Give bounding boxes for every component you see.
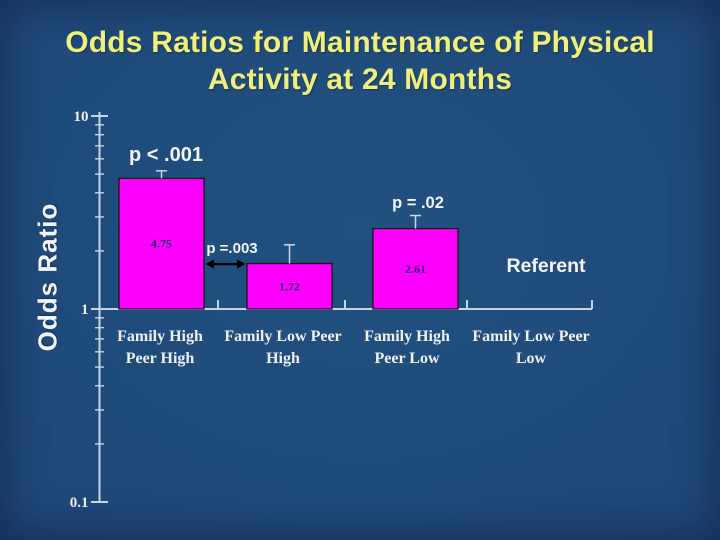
y-axis-tick-label-0-1: 0.1 <box>70 495 89 511</box>
annotation-p-003: p =.003 <box>206 240 257 257</box>
x-category-label-family-high-peer-high-line1: Family High <box>117 328 203 345</box>
comparison-arrow-right-head <box>237 259 246 269</box>
x-category-label-family-low-peer-low-line2: Low <box>516 350 547 367</box>
x-category-label-family-low-peer-low-line1: Family Low Peer <box>472 328 589 345</box>
bar-family-high-peer-high <box>118 177 205 310</box>
x-category-label-family-high-peer-low-line2: Peer Low <box>374 350 439 367</box>
y-axis-tick-label-10: 10 <box>74 109 89 125</box>
bar-family-high-peer-low <box>372 227 459 310</box>
slide-title-line2: Activity at 24 Months <box>207 62 513 96</box>
bar-value-label-family-high-peer-high: 4.75 <box>151 237 172 251</box>
bar-value-label-family-high-peer-low: 2.61 <box>405 262 426 276</box>
slide-title-line1: Odds Ratios for Maintenance of Physical <box>65 26 655 59</box>
x-category-label-family-high-peer-low-line1: Family High <box>364 328 450 345</box>
bar-value-label-family-low-peer-high: 1.72 <box>279 279 300 293</box>
annotation-p-001: p < .001 <box>129 144 203 166</box>
x-category-label-family-high-peer-high-line2: Peer High <box>126 350 195 367</box>
x-category-label-family-low-peer-high-line1: Family Low Peer <box>224 328 341 345</box>
comparison-arrow-left-head <box>205 259 214 269</box>
annotation-p-02: p = .02 <box>392 194 444 212</box>
slide-title: Odds Ratios for Maintenance of Physical … <box>0 25 720 98</box>
y-axis-tick-label-1: 1 <box>81 302 89 318</box>
x-category-label-family-low-peer-high-line2: High <box>266 350 300 367</box>
bar-family-low-peer-high <box>246 262 333 310</box>
annotation-referent: Referent <box>506 255 586 277</box>
